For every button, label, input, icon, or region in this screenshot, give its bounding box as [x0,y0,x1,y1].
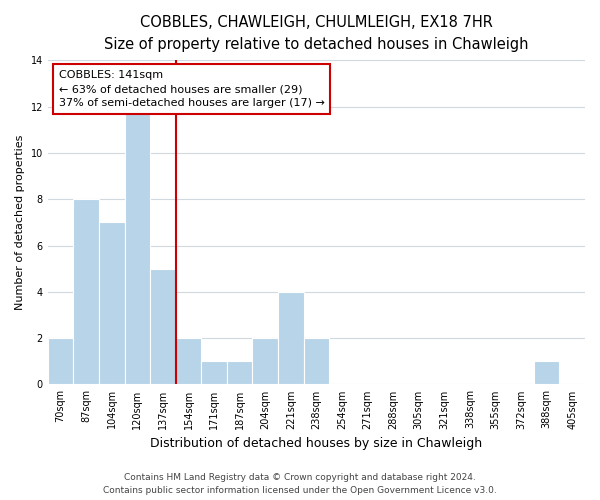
Bar [278,292,304,384]
Bar [73,199,99,384]
Bar [253,338,278,384]
Text: Contains HM Land Registry data © Crown copyright and database right 2024.
Contai: Contains HM Land Registry data © Crown c… [103,474,497,495]
Bar [150,268,176,384]
Bar [201,362,227,384]
Text: COBBLES: 141sqm
← 63% of detached houses are smaller (29)
37% of semi-detached h: COBBLES: 141sqm ← 63% of detached houses… [59,70,325,108]
Bar [48,338,73,384]
X-axis label: Distribution of detached houses by size in Chawleigh: Distribution of detached houses by size … [151,437,482,450]
Bar [125,106,150,384]
Title: COBBLES, CHAWLEIGH, CHULMLEIGH, EX18 7HR
Size of property relative to detached h: COBBLES, CHAWLEIGH, CHULMLEIGH, EX18 7HR… [104,15,529,52]
Bar [304,338,329,384]
Bar [176,338,201,384]
Bar [227,362,253,384]
Bar [534,362,559,384]
Y-axis label: Number of detached properties: Number of detached properties [15,134,25,310]
Bar [99,222,125,384]
